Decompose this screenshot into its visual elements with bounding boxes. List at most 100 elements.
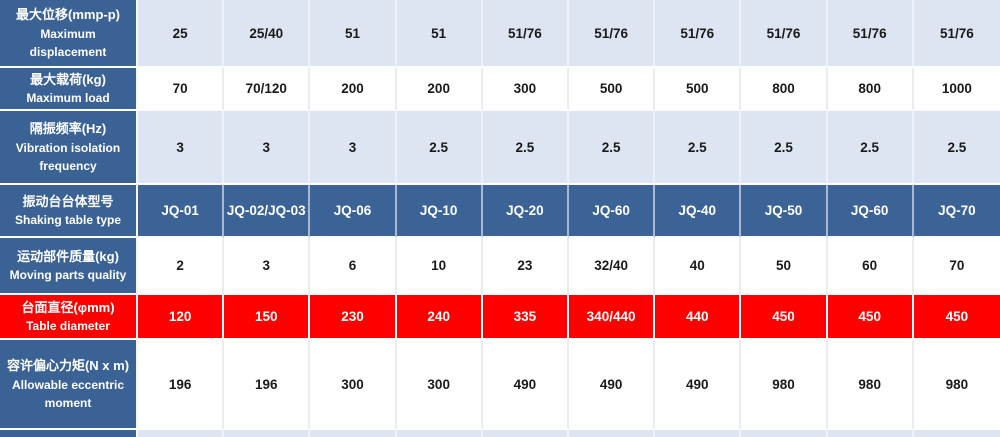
value-cell: 340/440 (568, 295, 656, 340)
table-row: 最大载荷(kg) Maximum load 70 70/120 200 200 300 5… (0, 68, 1000, 111)
value-cell: 450 (741, 295, 828, 340)
value-cell (568, 430, 656, 437)
table-row: 振动台台体型号 Shaking table type JQ-01 JQ-02/JQ… (0, 185, 1000, 238)
value-cell (741, 430, 828, 437)
value-cell: 51/76 (482, 0, 569, 68)
row-label-en: Moving parts quality (9, 268, 127, 283)
row-header-cell: 最大位移(mmp-p) Maximum displacement (0, 0, 138, 68)
value-cell: 335 (482, 295, 569, 340)
value-cell: 40 (655, 238, 742, 295)
row-header-cell: 最大载荷(kg) Maximum load (0, 68, 138, 111)
table-row: 运动部件质量(kg) Moving parts quality 2 3 6 10 23 3… (0, 238, 1000, 295)
value-cell: 440 (655, 295, 742, 340)
value-cell: JQ-70 (913, 185, 1000, 238)
value-cell: 3 (138, 111, 225, 185)
value-cell: 2.5 (827, 111, 914, 185)
value-cell (827, 430, 914, 437)
value-cell: 70/120 (224, 68, 311, 111)
value-cell: 3 (310, 111, 397, 185)
value-cell: 2.5 (396, 111, 483, 185)
row-label-en: Maximum load (26, 91, 110, 106)
row-header-cell: 容许偏心力矩(N x m) Allowable eccentric moment (0, 340, 138, 430)
value-cell: 51/76 (913, 0, 1000, 68)
value-cell: 51/76 (655, 0, 742, 68)
value-cell: 60 (827, 238, 914, 295)
value-cell: 2.5 (913, 111, 1000, 185)
value-cell: JQ-10 (396, 185, 483, 238)
value-cell: 200 (310, 68, 397, 111)
value-cell: 51/76 (827, 0, 914, 68)
value-cell: 230 (310, 295, 397, 340)
value-cell: 800 (741, 68, 828, 111)
value-cell: 2.5 (741, 111, 828, 185)
value-cell: 32/40 (568, 238, 656, 295)
value-cell: 2.5 (568, 111, 656, 185)
value-cell: 6 (310, 238, 397, 295)
value-cell: 300 (310, 340, 397, 430)
value-cell: 300 (396, 340, 483, 430)
row-label-en: Maximum displacement (29, 26, 107, 59)
table-row: 容许偏心力矩(N x m) Allowable eccentric moment… (0, 340, 1000, 430)
value-cell: 800 (827, 68, 914, 111)
value-cell: 51/76 (568, 0, 656, 68)
value-cell (396, 430, 483, 437)
value-cell: 2 (138, 238, 225, 295)
value-cell: JQ-02/JQ-03 (224, 185, 311, 238)
value-cell: 51/76 (741, 0, 828, 68)
value-cell (482, 430, 569, 437)
value-cell: 490 (482, 340, 569, 430)
value-cell: 23 (482, 238, 569, 295)
row-label-zh: 振动台台体型号 (22, 193, 114, 209)
row-label-zh: 运动部件质量(kg) (17, 248, 119, 264)
table-row: 隔振频率(Hz) Vibration isolation frequency 3… (0, 111, 1000, 185)
row-label-en: Vibration isolation frequency (15, 140, 121, 173)
row-label-zh: 最大位移(mmp-p) (16, 7, 120, 23)
value-cell: 2.5 (655, 111, 742, 185)
value-cell: 500 (655, 68, 742, 111)
value-cell: 500 (568, 68, 656, 111)
value-cell (655, 430, 742, 437)
row-label-en: Table diameter (26, 319, 110, 334)
value-cell (913, 430, 1000, 437)
value-cell: 196 (224, 340, 311, 430)
value-cell: 70 (138, 68, 225, 111)
value-cell: 2.5 (482, 111, 569, 185)
value-cell: 10 (396, 238, 483, 295)
value-cell: 70 (913, 238, 1000, 295)
value-cell: 490 (568, 340, 656, 430)
value-cell: JQ-60 (827, 185, 914, 238)
row-header-cell (0, 430, 138, 437)
value-cell: 120 (138, 295, 225, 340)
value-cell: 25/40 (224, 0, 311, 68)
row-label-zh: 容许偏心力矩(N x m) (6, 358, 130, 374)
value-cell: 3 (224, 238, 311, 295)
row-label-en: Allowable eccentric moment (11, 377, 125, 410)
table-row: 台面直径(φmm) Table diameter 120 150 230 240 335… (0, 295, 1000, 340)
value-cell: JQ-50 (741, 185, 828, 238)
row-label-zh: 隔振频率(Hz) (29, 121, 107, 137)
table-row (0, 430, 1000, 437)
value-cell: 150 (224, 295, 311, 340)
value-cell: 300 (482, 68, 569, 111)
value-cell: 1000 (913, 68, 1000, 111)
row-header-cell: 台面直径(φmm) Table diameter (0, 295, 138, 340)
value-cell: 980 (913, 340, 1000, 430)
row-header-cell: 隔振频率(Hz) Vibration isolation frequency (0, 111, 138, 185)
value-cell: JQ-20 (482, 185, 569, 238)
table-row: 最大位移(mmp-p) Maximum displacement 25 25/40… (0, 0, 1000, 68)
value-cell (310, 430, 397, 437)
value-cell: 980 (827, 340, 914, 430)
value-cell: 51 (396, 0, 483, 68)
value-cell (224, 430, 311, 437)
value-cell: 240 (396, 295, 483, 340)
value-cell: 50 (741, 238, 828, 295)
value-cell: 3 (224, 111, 311, 185)
value-cell: 450 (827, 295, 914, 340)
value-cell: 200 (396, 68, 483, 111)
row-header-cell: 运动部件质量(kg) Moving parts quality (0, 238, 138, 295)
row-label-en: Shaking table type (14, 213, 122, 228)
value-cell: 450 (913, 295, 1000, 340)
value-cell: 490 (655, 340, 742, 430)
value-cell: 980 (741, 340, 828, 430)
